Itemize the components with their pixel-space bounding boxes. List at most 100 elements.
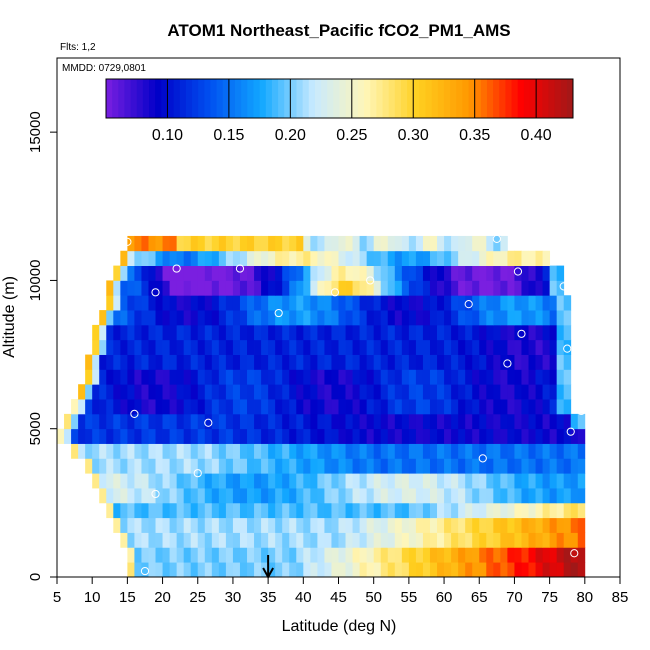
heatmap-cell bbox=[162, 488, 170, 504]
heatmap-cell bbox=[162, 280, 170, 296]
heatmap-cell bbox=[429, 339, 438, 355]
heatmap-cell bbox=[275, 354, 283, 370]
heatmap-cell bbox=[535, 428, 543, 444]
heatmap-cell bbox=[134, 502, 142, 519]
colorbar-segment bbox=[173, 79, 181, 118]
heatmap-cell bbox=[275, 280, 283, 296]
heatmap-cell bbox=[261, 428, 269, 444]
heatmap-cell bbox=[190, 295, 199, 311]
heatmap-cell bbox=[458, 384, 466, 400]
heatmap-cell bbox=[401, 547, 410, 563]
heatmap-cell bbox=[148, 250, 156, 266]
heatmap-cell bbox=[268, 310, 276, 326]
heatmap-cell bbox=[268, 369, 276, 385]
heatmap-cell bbox=[268, 384, 276, 400]
heatmap-cell bbox=[345, 339, 353, 355]
heatmap-cell bbox=[232, 428, 241, 444]
heatmap-cell bbox=[169, 413, 178, 430]
heatmap-cell bbox=[472, 265, 480, 281]
heatmap-cell bbox=[162, 339, 170, 355]
heatmap-cell bbox=[338, 280, 346, 296]
colorbar-segment bbox=[222, 79, 230, 118]
heatmap-cell bbox=[479, 354, 487, 370]
heatmap-cell bbox=[444, 488, 452, 504]
heatmap-cell bbox=[394, 399, 403, 415]
heatmap-cell bbox=[239, 488, 248, 504]
heatmap-cell bbox=[141, 339, 149, 355]
heatmap-cell bbox=[169, 517, 178, 533]
heatmap-cell bbox=[99, 384, 107, 400]
heatmap-cell bbox=[324, 280, 332, 296]
heatmap-cell bbox=[528, 473, 536, 489]
heatmap-cell bbox=[296, 547, 304, 563]
heatmap-cell bbox=[232, 354, 241, 370]
heatmap-cell bbox=[176, 458, 185, 474]
heatmap-cell bbox=[429, 399, 438, 415]
heatmap-cell bbox=[373, 547, 382, 563]
heatmap-cell bbox=[408, 399, 417, 415]
date-label: MMDD: 0729,0801 bbox=[62, 63, 146, 74]
heatmap-cell bbox=[225, 235, 234, 252]
heatmap-cell bbox=[444, 384, 452, 400]
heatmap-cell bbox=[261, 235, 269, 252]
heatmap-cell bbox=[458, 295, 466, 311]
x-tick-label: 40 bbox=[295, 589, 312, 606]
heatmap-cell bbox=[429, 488, 438, 504]
heatmap-cell bbox=[380, 250, 389, 266]
heatmap-cell bbox=[507, 295, 515, 311]
heatmap-cell bbox=[472, 517, 480, 533]
heatmap-cell bbox=[127, 428, 135, 444]
heatmap-cell bbox=[190, 517, 199, 533]
heatmap-cell bbox=[275, 250, 283, 266]
heatmap-cell bbox=[275, 532, 283, 548]
heatmap-cell bbox=[535, 324, 543, 341]
heatmap-cell bbox=[444, 250, 452, 266]
heatmap-cell bbox=[345, 369, 353, 385]
heatmap-cell bbox=[247, 562, 255, 578]
colorbar-segment bbox=[468, 79, 476, 118]
heatmap-cell bbox=[204, 413, 213, 430]
heatmap-cell bbox=[394, 562, 403, 578]
heatmap-cell bbox=[528, 517, 536, 533]
heatmap-cell bbox=[239, 502, 248, 519]
heatmap-cell bbox=[92, 369, 100, 385]
heatmap-cell bbox=[141, 473, 149, 489]
heatmap-cell bbox=[324, 428, 332, 444]
heatmap-cell bbox=[479, 547, 487, 563]
heatmap-cell bbox=[444, 339, 452, 355]
heatmap-cell bbox=[472, 428, 480, 444]
heatmap-cell bbox=[338, 265, 346, 281]
heatmap-cell bbox=[401, 562, 410, 578]
heatmap-cell bbox=[542, 458, 551, 474]
heatmap-cell bbox=[155, 428, 163, 444]
heatmap-cell bbox=[162, 532, 170, 548]
heatmap-cell bbox=[183, 488, 192, 504]
heatmap-cell bbox=[310, 265, 318, 281]
heatmap-cell bbox=[197, 443, 206, 459]
heatmap-cell bbox=[218, 339, 227, 355]
heatmap-cell bbox=[232, 413, 241, 430]
heatmap-cell bbox=[204, 399, 213, 415]
heatmap-cell bbox=[542, 488, 551, 504]
heatmap-cell bbox=[479, 265, 487, 281]
heatmap-cell bbox=[275, 295, 283, 311]
heatmap-cell bbox=[408, 339, 417, 355]
sample-point bbox=[123, 237, 132, 246]
heatmap-cell bbox=[394, 369, 403, 385]
heatmap-cell bbox=[183, 265, 192, 281]
heatmap-cell bbox=[331, 310, 339, 326]
colorbar-segment bbox=[327, 79, 334, 118]
heatmap-cell bbox=[289, 547, 297, 563]
heatmap-cell bbox=[493, 250, 501, 266]
heatmap-cell bbox=[268, 488, 276, 504]
heatmap-cell bbox=[289, 339, 297, 355]
heatmap-cell bbox=[451, 250, 459, 266]
heatmap-cell bbox=[577, 413, 586, 430]
heatmap-cell bbox=[387, 413, 396, 430]
heatmap-cell bbox=[78, 443, 86, 459]
x-axis-label: Latitude (deg N) bbox=[282, 618, 397, 635]
heatmap-cell bbox=[521, 502, 529, 519]
heatmap-cell bbox=[127, 473, 135, 489]
heatmap-cell bbox=[310, 369, 318, 385]
heatmap-cell bbox=[465, 324, 473, 341]
